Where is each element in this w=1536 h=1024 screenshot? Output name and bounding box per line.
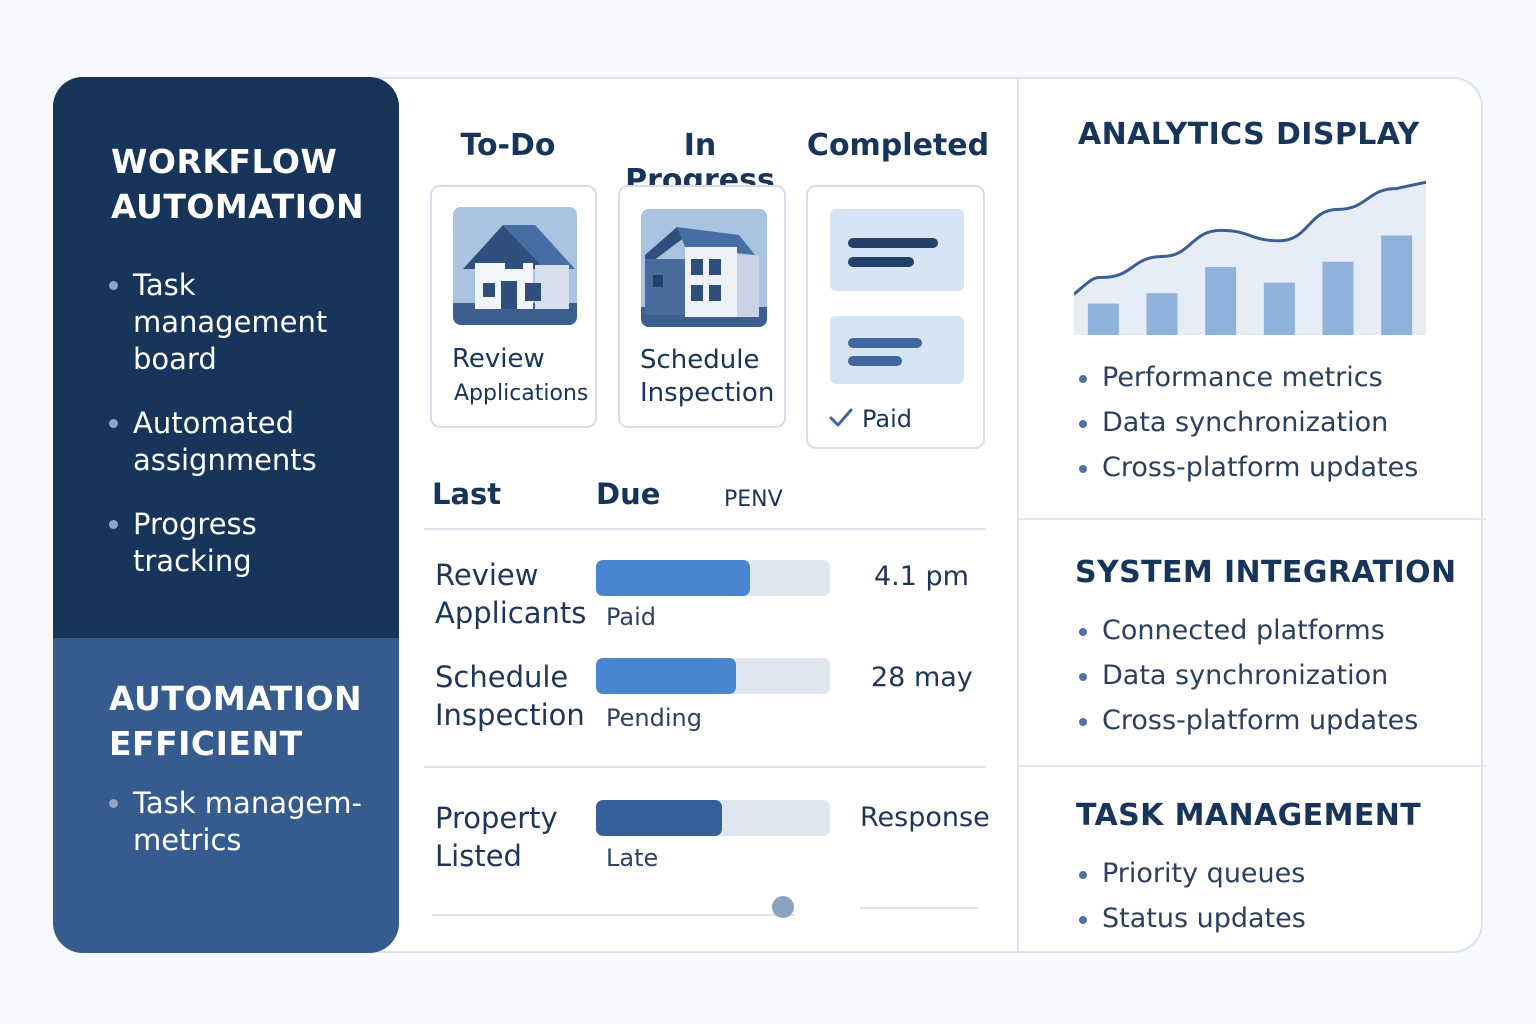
table-row-value: Response — [860, 802, 990, 833]
chart-bar — [1381, 235, 1413, 335]
table-row-status: Pending — [606, 704, 702, 732]
analytics-item: Data synchronization — [1078, 400, 1418, 445]
column-header-completed: Completed — [806, 128, 990, 163]
section-divider — [1019, 765, 1486, 767]
analytics-list: Performance metrics Data synchronization… — [1078, 355, 1418, 490]
timeline-slider[interactable] — [432, 896, 980, 934]
table-row-value: 28 may — [871, 662, 973, 693]
task-card-paid-status: Paid — [862, 405, 913, 433]
integration-item: Connected platforms — [1078, 608, 1418, 653]
table-header-divider — [424, 528, 986, 530]
task-card-paid[interactable]: Paid — [806, 185, 985, 449]
integration-item: Cross-platform updates — [1078, 698, 1418, 743]
table-row-status: Paid — [606, 603, 657, 631]
section-divider — [1019, 518, 1486, 520]
chart-area — [1074, 182, 1426, 335]
table-row-task[interactable]: Review Applicants — [435, 558, 587, 630]
sidebar-title-workflow: WORKFLOW AUTOMATION — [111, 142, 365, 226]
table-header-penv[interactable]: PENV — [724, 487, 783, 512]
table-header-due[interactable]: Due — [596, 477, 661, 511]
sidebar-item-progress[interactable]: Progress tracking — [109, 506, 283, 580]
integration-list: Connected platforms Data synchronization… — [1078, 608, 1418, 743]
table-row-value: 4.1 pm — [874, 561, 969, 592]
task-card-review[interactable]: Review Applications — [430, 185, 597, 428]
slider-track-right — [860, 907, 978, 909]
integration-title: SYSTEM INTEGRATION — [1075, 555, 1457, 590]
sidebar-item-assignments[interactable]: Automated assignments — [109, 405, 333, 479]
sidebar-item-task-board[interactable]: Task management board — [109, 267, 333, 378]
chart-bar — [1205, 266, 1237, 335]
sidebar-item-metrics[interactable]: Task managem- metrics — [109, 785, 373, 859]
taskmgmt-list: Priority queues Status updates — [1078, 851, 1306, 941]
sidebar-list-efficient: Task managem- metrics — [109, 785, 373, 886]
building-icon — [641, 209, 767, 327]
sidebar-section-workflow: WORKFLOW AUTOMATION Task management boar… — [53, 77, 399, 638]
task-card-review-subtitle: Applications — [454, 381, 589, 406]
table-header-last[interactable]: Last — [432, 477, 502, 511]
chart-bar — [1322, 261, 1354, 335]
task-card-inspection[interactable]: Schedule Inspection — [618, 185, 786, 428]
panel-divider — [1017, 79, 1019, 951]
checkmark-icon — [828, 405, 854, 431]
table-row-task[interactable]: Property Listed — [435, 801, 558, 873]
progress-bar — [596, 800, 830, 836]
taskmgmt-item: Status updates — [1078, 896, 1306, 941]
progress-bar-fill — [596, 658, 737, 694]
house-icon — [453, 207, 577, 325]
slider-track-left — [432, 914, 794, 916]
taskmgmt-title: TASK MANAGEMENT — [1076, 798, 1422, 833]
sidebar: WORKFLOW AUTOMATION Task management boar… — [53, 77, 399, 953]
chart-line — [1074, 180, 1426, 296]
column-header-todo: To-Do — [460, 128, 556, 163]
progress-bar-fill — [596, 560, 751, 596]
taskmgmt-item: Priority queues — [1078, 851, 1306, 896]
analytics-chart — [1074, 180, 1426, 335]
table-row-status: Late — [606, 844, 659, 872]
analytics-item: Performance metrics — [1078, 355, 1418, 400]
progress-bar — [596, 560, 830, 596]
chart-bar — [1263, 282, 1295, 335]
analytics-item: Cross-platform updates — [1078, 445, 1418, 490]
slider-handle[interactable] — [771, 896, 794, 918]
integration-item: Data synchronization — [1078, 653, 1418, 698]
chart-bar — [1087, 303, 1119, 335]
progress-bar — [596, 658, 830, 694]
task-card-review-title: Review — [452, 344, 545, 374]
document-icon — [830, 316, 964, 384]
task-card-inspection-title: Schedule Inspection — [640, 345, 775, 408]
table-row-task[interactable]: Schedule Inspection — [435, 660, 585, 732]
sidebar-list-workflow: Task management board Automated assignme… — [109, 267, 333, 607]
chart-bar — [1146, 293, 1178, 335]
sidebar-title-efficient: AUTOMATION EFFICIENT — [109, 679, 363, 763]
table-row-divider — [424, 766, 986, 768]
progress-bar-fill — [596, 800, 723, 836]
document-icon — [830, 209, 964, 291]
analytics-title: ANALYTICS DISPLAY — [1078, 117, 1420, 152]
